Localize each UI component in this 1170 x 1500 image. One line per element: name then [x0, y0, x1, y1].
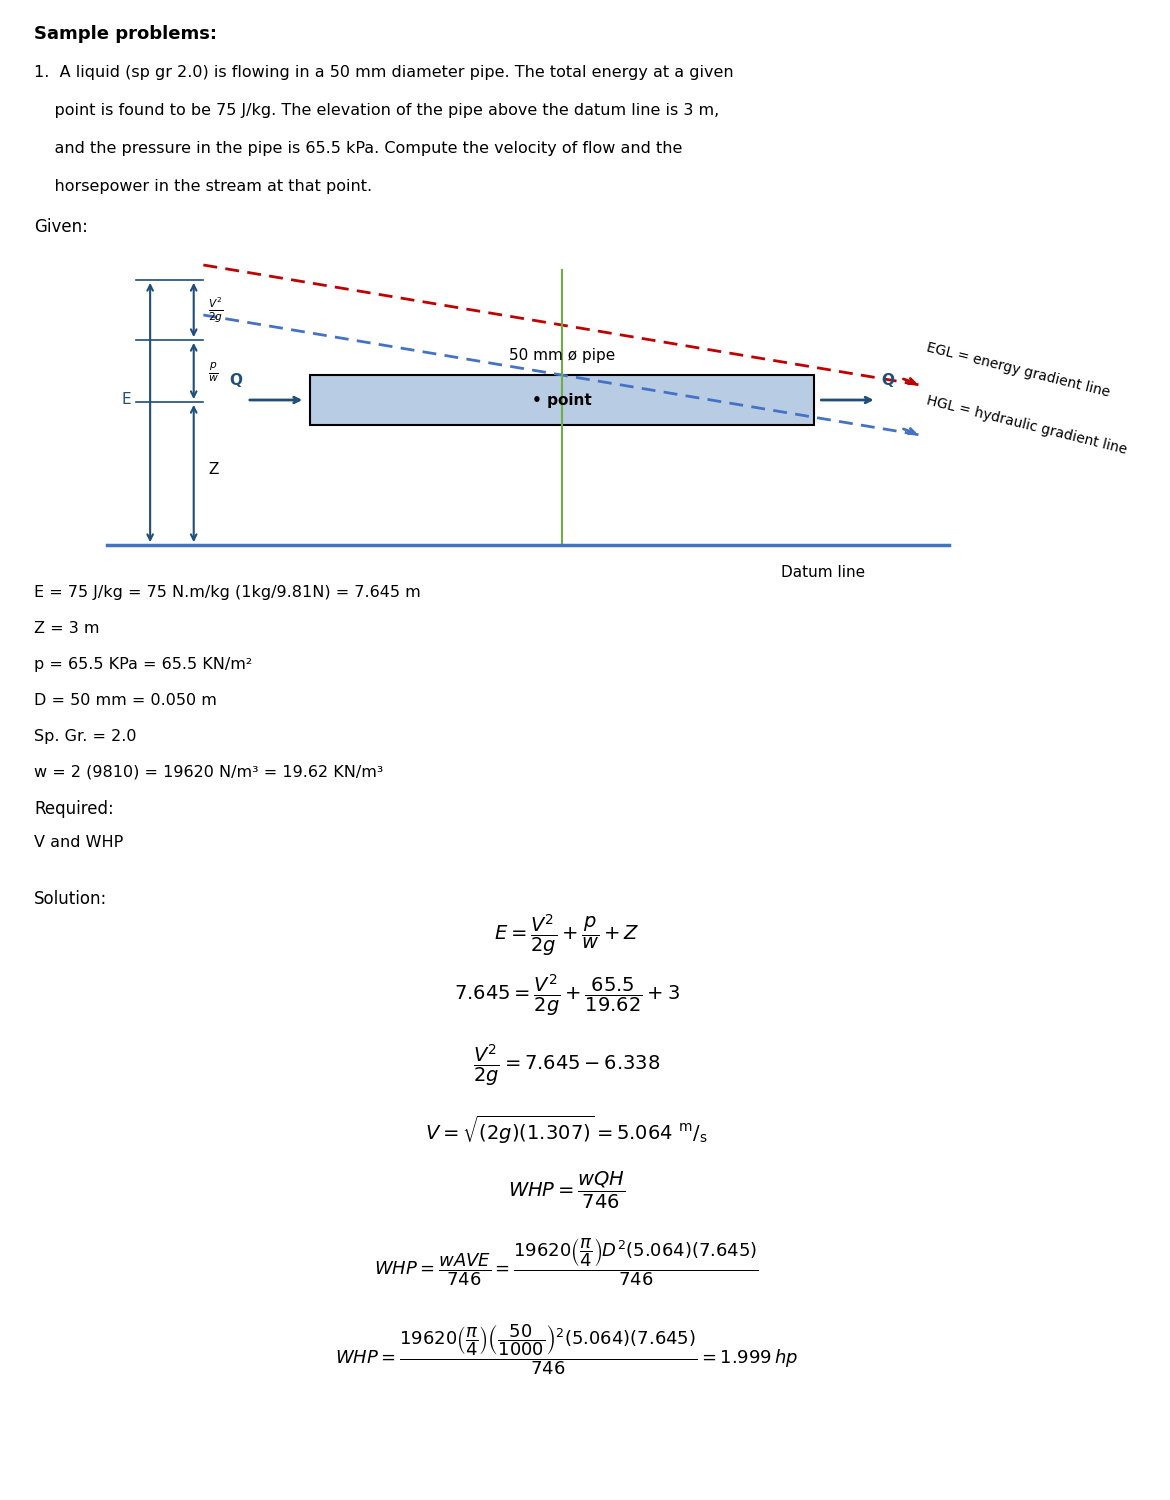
Text: Sample problems:: Sample problems:: [34, 26, 216, 44]
Text: $\frac{V^2}{2g}$: $\frac{V^2}{2g}$: [208, 296, 223, 324]
Text: 1.  A liquid (sp gr 2.0) is flowing in a 50 mm diameter pipe. The total energy a: 1. A liquid (sp gr 2.0) is flowing in a …: [34, 64, 734, 80]
Text: $\frac{p}{w}$: $\frac{p}{w}$: [208, 360, 219, 384]
Text: $E = \dfrac{V^2}{2g} + \dfrac{p}{w} + Z$: $E = \dfrac{V^2}{2g} + \dfrac{p}{w} + Z$: [494, 912, 639, 958]
Text: p = 65.5 KPa = 65.5 KN/m²: p = 65.5 KPa = 65.5 KN/m²: [34, 657, 252, 672]
Text: $WHP = \dfrac{wQH}{746}$: $WHP = \dfrac{wQH}{746}$: [508, 1170, 626, 1210]
Text: horsepower in the stream at that point.: horsepower in the stream at that point.: [34, 178, 372, 194]
Text: Z = 3 m: Z = 3 m: [34, 621, 99, 636]
Text: $WHP = \dfrac{19620\left(\dfrac{\pi}{4}\right)\left(\dfrac{50}{1000}\right)^2(5.: $WHP = \dfrac{19620\left(\dfrac{\pi}{4}\…: [335, 1323, 798, 1377]
Text: $7.645 = \dfrac{V^2}{2g} + \dfrac{65.5}{19.62} + 3$: $7.645 = \dfrac{V^2}{2g} + \dfrac{65.5}{…: [454, 972, 680, 1018]
Text: V and WHP: V and WHP: [34, 836, 123, 850]
Text: Given:: Given:: [34, 217, 88, 236]
Text: $\dfrac{V^2}{2g} = 7.645 - 6.338$: $\dfrac{V^2}{2g} = 7.645 - 6.338$: [473, 1042, 660, 1088]
Text: HGL = hydraulic gradient line: HGL = hydraulic gradient line: [925, 393, 1128, 456]
Text: Q: Q: [881, 374, 894, 388]
Text: $WHP = \dfrac{wAVE}{746} = \dfrac{19620\left(\dfrac{\pi}{4}\right)D^2(5.064)(7.6: $WHP = \dfrac{wAVE}{746} = \dfrac{19620\…: [374, 1236, 759, 1288]
Text: D = 50 mm = 0.050 m: D = 50 mm = 0.050 m: [34, 693, 216, 708]
Bar: [310, 375, 813, 424]
Text: E = 75 J/kg = 75 N.m/kg (1kg/9.81N) = 7.645 m: E = 75 J/kg = 75 N.m/kg (1kg/9.81N) = 7.…: [34, 585, 421, 600]
Text: Z: Z: [208, 462, 219, 477]
Text: Sp. Gr. = 2.0: Sp. Gr. = 2.0: [34, 729, 137, 744]
Text: Required:: Required:: [34, 800, 113, 818]
Text: • point: • point: [532, 393, 592, 408]
Text: and the pressure in the pipe is 65.5 kPa. Compute the velocity of flow and the: and the pressure in the pipe is 65.5 kPa…: [34, 141, 682, 156]
Text: w = 2 (9810) = 19620 N/m³ = 19.62 KN/m³: w = 2 (9810) = 19620 N/m³ = 19.62 KN/m³: [34, 765, 384, 780]
Text: 50 mm ø pipe: 50 mm ø pipe: [509, 348, 615, 363]
Text: Solution:: Solution:: [34, 890, 108, 908]
Text: $V = \sqrt{(2g)(1.307)} = 5.064\ ^{\mathrm{m}}/_{\mathrm{s}}$: $V = \sqrt{(2g)(1.307)} = 5.064\ ^{\math…: [425, 1114, 708, 1146]
Text: EGL = energy gradient line: EGL = energy gradient line: [925, 340, 1112, 399]
Text: E: E: [122, 393, 131, 408]
Text: Datum line: Datum line: [782, 566, 866, 580]
Text: point is found to be 75 J/kg. The elevation of the pipe above the datum line is : point is found to be 75 J/kg. The elevat…: [34, 104, 720, 118]
Text: Q: Q: [229, 374, 242, 388]
